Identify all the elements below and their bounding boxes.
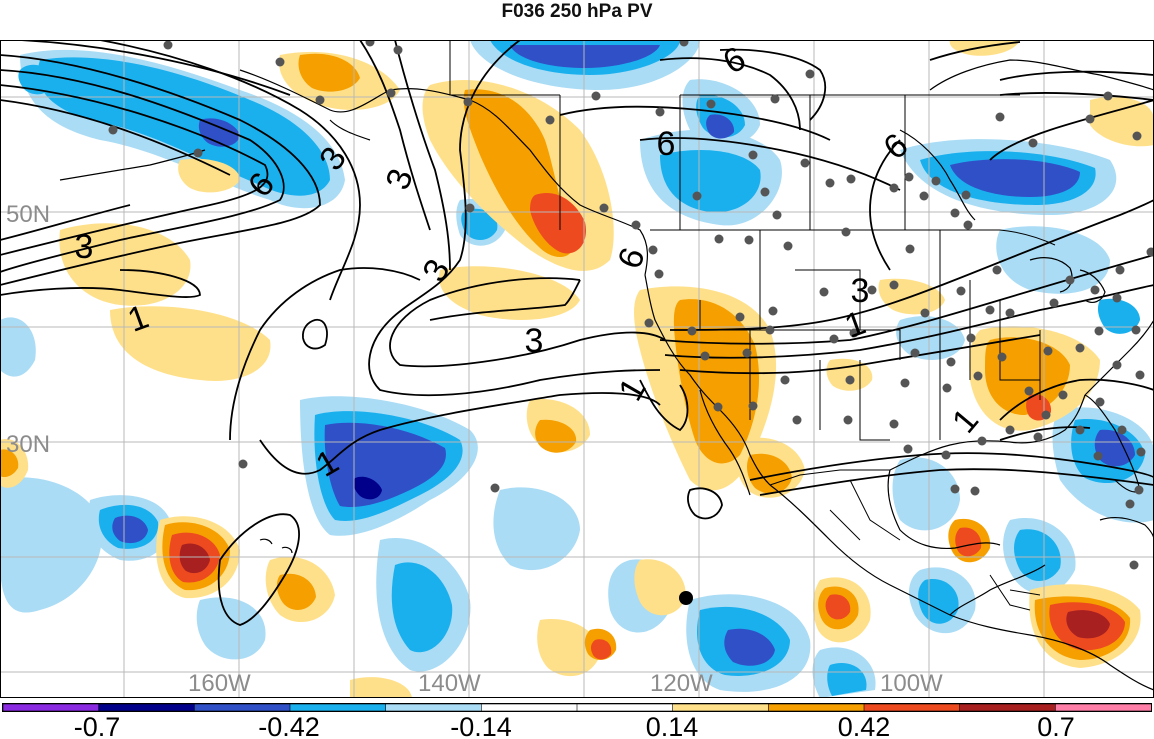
contour-label: 6 [657, 125, 676, 163]
axis-label-group: 50N 30N 160W 140W 120W 100W [6, 201, 943, 697]
latitude-label: 30N [6, 431, 50, 458]
colorbar-tick-label: 0.14 [646, 712, 699, 739]
station-markers [108, 40, 1154, 570]
graticule [0, 40, 1154, 698]
colorbar-cell [863, 703, 961, 712]
colorbar-frame [2, 703, 1152, 712]
longitude-label: 140W [418, 670, 481, 697]
colorbar: -0.7 -0.42 -0.14 0.14 0.42 0.7 [2, 703, 1152, 739]
colorbar-tick-label: -0.14 [450, 712, 512, 739]
colorbar-cell [768, 703, 865, 712]
darkred-anomaly-core [179, 543, 1110, 639]
navy-anomaly-core [353, 476, 382, 500]
colorbar-cell [2, 703, 100, 712]
colorbar-cell [1055, 703, 1152, 712]
map-title: F036 250 hPa PV [501, 1, 653, 22]
longitude-label: 100W [880, 670, 943, 697]
contour-label: 3 [75, 228, 94, 266]
colorbar-cell [289, 703, 387, 712]
colorbar-cells [2, 703, 1152, 712]
colorbar-tick-labels: -0.7 -0.42 -0.14 0.14 0.42 0.7 [74, 712, 1075, 739]
colorbar-tick-label: -0.7 [74, 712, 121, 739]
pv-anomaly-shading [0, 40, 1154, 698]
colorbar-cell [959, 703, 1057, 712]
dark-blue-anomaly-fill [112, 45, 1135, 666]
longitude-label: 120W [650, 670, 713, 697]
latitude-label: 50N [6, 201, 50, 228]
colorbar-tick-label: 0.42 [838, 712, 891, 739]
political-borders [449, 40, 1056, 611]
colorbar-cell [98, 703, 196, 712]
colorbar-cell [385, 703, 483, 712]
colorbar-tick-label: -0.42 [258, 712, 320, 739]
contour-label: 3 [851, 272, 870, 310]
colorbar-cell [481, 703, 578, 712]
colorbar-cell [576, 703, 674, 712]
colorbar-cell [194, 703, 291, 712]
contour-label: 3 [525, 322, 544, 360]
colorbar-cell [672, 703, 770, 712]
colorbar-tick-label: 0.7 [1037, 712, 1075, 739]
coastlines [59, 59, 1154, 691]
single-station-marker [679, 591, 693, 605]
longitude-label: 160W [188, 670, 251, 697]
